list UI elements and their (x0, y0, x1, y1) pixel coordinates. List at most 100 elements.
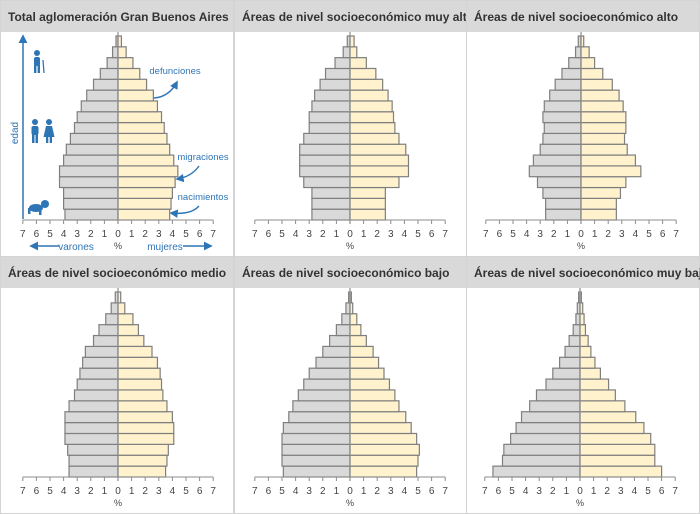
bar-mujeres (117, 367, 161, 380)
bar-varones (528, 165, 582, 178)
x-tick-label: 1 (361, 486, 367, 497)
bar-varones (529, 400, 581, 413)
x-tick-label: 7 (252, 486, 258, 497)
x-tick-label: 5 (645, 486, 651, 497)
x-tick-label: 1 (102, 486, 108, 497)
x-tick-label: 0 (347, 486, 353, 497)
panel-header: Total aglomeración Gran Buenos Aires (1, 1, 233, 32)
x-tick-label: 2 (551, 229, 557, 240)
nacimientos-label: nacimientos (178, 192, 229, 203)
pyramid-chart: 7 6 5 4 3 2 1 0 1 2 3 4 5 6 7% (20, 288, 216, 508)
panel-muy-bajo: Áreas de nivel socioeconómico muy bajo 7… (466, 256, 700, 514)
x-tick-label: 4 (170, 229, 176, 240)
bar-mujeres (349, 465, 418, 478)
bar-varones (342, 46, 351, 59)
bar-mujeres (349, 313, 358, 326)
x-tick-label: 7 (482, 486, 488, 497)
bar-mujeres (349, 334, 367, 348)
bar-varones (76, 378, 119, 391)
bar-varones (492, 465, 581, 478)
bar-mujeres (580, 176, 627, 189)
x-tick-label: 7 (20, 229, 26, 240)
bar-mujeres (349, 208, 386, 221)
x-tick-label: 3 (537, 229, 543, 240)
bar-varones (503, 443, 581, 456)
bar-mujeres (580, 165, 642, 178)
x-tick-label: 7 (442, 486, 448, 497)
bar-mujeres (117, 411, 174, 424)
bar-mujeres (117, 197, 172, 210)
bar-mujeres (117, 389, 164, 402)
bar-mujeres (117, 67, 141, 80)
bar-mujeres (579, 421, 645, 435)
x-tick-label: 2 (605, 229, 611, 240)
bar-varones (311, 100, 351, 113)
bar-varones (281, 454, 351, 467)
bar-varones (574, 46, 582, 59)
bar-varones (311, 208, 351, 221)
baby-icon (28, 200, 49, 215)
x-tick-label: 7 (442, 229, 448, 240)
x-tick-label: 2 (374, 486, 380, 497)
x-tick-label: 4 (402, 486, 408, 497)
bar-mujeres (349, 421, 412, 435)
x-tick-label: 3 (388, 229, 394, 240)
bar-mujeres (117, 186, 174, 199)
bar-varones (552, 367, 581, 380)
bar-varones (549, 89, 582, 102)
x-tick-label: 0 (115, 229, 121, 240)
x-tick-label: 0 (577, 486, 583, 497)
bar-varones (341, 313, 351, 326)
x-tick-label: 4 (632, 486, 638, 497)
bar-varones (334, 57, 351, 70)
bar-mujeres (580, 100, 624, 113)
bar-varones (564, 345, 581, 358)
bars-group (299, 35, 410, 221)
bar-mujeres (349, 411, 407, 424)
bar-mujeres (579, 378, 610, 391)
bars-group (528, 35, 642, 221)
woman-leg (46, 137, 49, 143)
bar-mujeres (579, 334, 589, 348)
bar-mujeres (579, 367, 601, 380)
baby-head (41, 200, 49, 208)
x-tick-label: 7 (483, 229, 489, 240)
bar-mujeres (579, 313, 585, 326)
mujeres-label: mujeres (147, 242, 183, 253)
x-tick-label: 0 (578, 229, 584, 240)
bar-mujeres (117, 421, 175, 435)
elder-leg (34, 65, 37, 73)
x-tick-label: 7 (673, 229, 679, 240)
x-tick-label: 6 (266, 486, 272, 497)
pyramid-chart: 7 6 5 4 3 2 1 0 1 2 3 4 5 6 7% (482, 288, 678, 508)
bar-mujeres (117, 345, 153, 358)
bar-mujeres (579, 465, 663, 478)
x-tick-label: 2 (142, 229, 148, 240)
bar-mujeres (579, 324, 587, 337)
defunciones-label: defunciones (149, 66, 200, 77)
x-tick-label: 1 (361, 229, 367, 240)
pyramid-chart: 7 6 5 4 3 2 1 0 1 2 3 4 5 6 7% (252, 288, 448, 508)
x-tick-label: 2 (320, 486, 326, 497)
bar-varones (345, 302, 351, 315)
bar-mujeres (579, 454, 656, 467)
bar-mujeres (117, 165, 179, 178)
bar-varones (554, 78, 582, 91)
bar-varones (520, 411, 581, 424)
panel-header: Áreas de nivel socioeconómico medio (1, 257, 233, 288)
bar-varones (62, 197, 119, 210)
x-tick-label: 7 (20, 486, 26, 497)
bar-varones (308, 111, 351, 124)
bar-mujeres (579, 400, 626, 413)
bar-mujeres (117, 400, 168, 413)
panel-header: Áreas de nivel socioeconómico muy alto (235, 1, 474, 32)
x-tick-label: 4 (61, 486, 67, 497)
bar-mujeres (117, 89, 154, 102)
bar-mujeres (349, 454, 419, 467)
bar-varones (69, 132, 119, 145)
bar-varones (68, 454, 119, 467)
x-tick-label: 5 (47, 229, 53, 240)
x-tick-label: 2 (142, 486, 148, 497)
bar-varones (335, 324, 351, 337)
bar-varones (315, 356, 351, 369)
